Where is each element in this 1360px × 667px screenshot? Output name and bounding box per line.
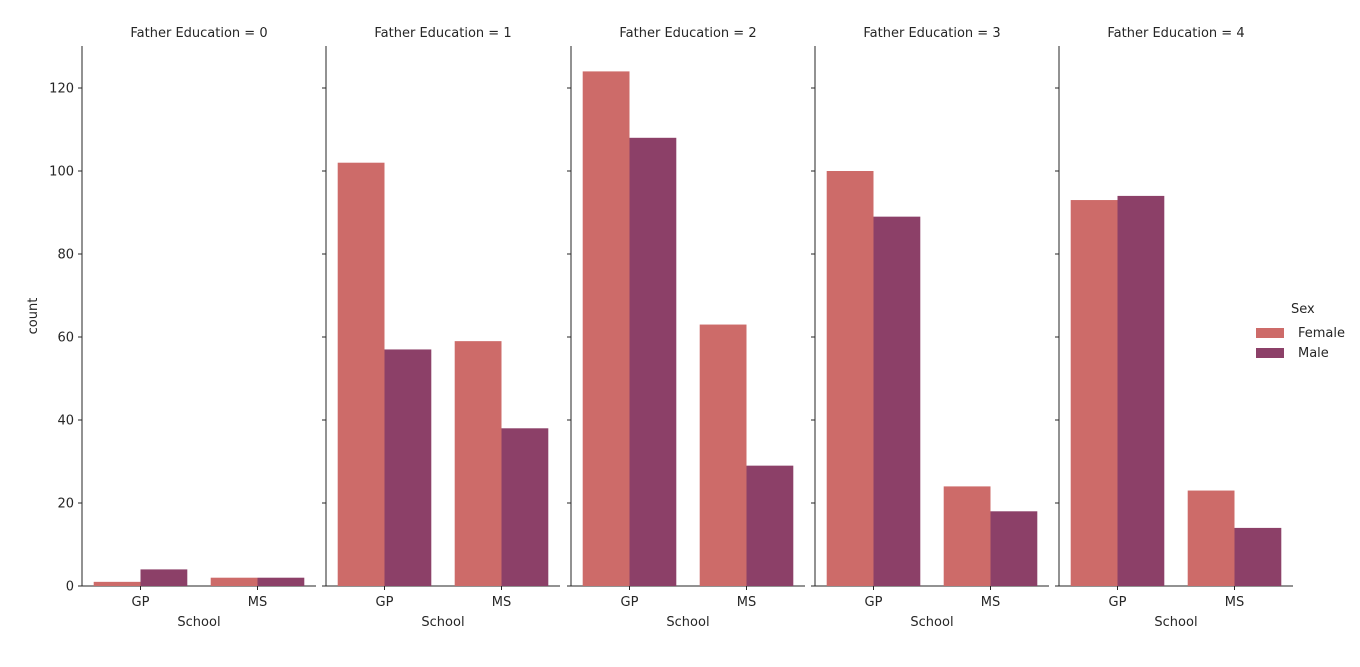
y-tick-label: 80 [57, 248, 74, 263]
x-axis-label: School [666, 615, 709, 630]
legend-item-female: Female [1256, 323, 1356, 343]
x-tick-label: GP [376, 595, 394, 610]
y-tick-label: 100 [49, 165, 74, 180]
bar-female-ms [943, 486, 991, 586]
bar-male-ms [257, 577, 305, 586]
bar-male-ms [746, 465, 794, 586]
x-tick-label: GP [865, 595, 883, 610]
bar-female-gp [826, 171, 874, 586]
facet-title: Father Education = 0 [130, 26, 267, 41]
legend-swatch-female [1256, 328, 1284, 338]
x-tick-label: GP [621, 595, 639, 610]
x-tick-label: MS [248, 595, 267, 610]
legend-label-male: Male [1298, 345, 1329, 361]
bar-female-gp [1070, 200, 1118, 587]
legend-label-female: Female [1298, 325, 1346, 341]
legend-swatch-male [1256, 348, 1284, 358]
legend-item-male: Male [1256, 343, 1356, 363]
bar-female-ms [1187, 490, 1235, 586]
bar-male-ms [990, 511, 1038, 586]
y-tick-label: 40 [57, 414, 74, 429]
bar-male-gp [629, 137, 677, 587]
bar-female-gp [582, 71, 630, 586]
x-axis-label: School [177, 615, 220, 630]
bar-male-gp [1117, 195, 1165, 586]
facet-title: Father Education = 4 [1107, 26, 1244, 41]
bar-male-gp [140, 569, 188, 586]
x-tick-label: MS [981, 595, 1000, 610]
x-tick-label: MS [1225, 595, 1244, 610]
x-axis-label: School [421, 615, 464, 630]
x-tick-label: MS [737, 595, 756, 610]
x-axis-label: School [1154, 615, 1197, 630]
facet-title: Father Education = 3 [863, 26, 1000, 41]
y-axis-label: count [26, 298, 41, 335]
legend-title: Sex [1291, 302, 1315, 317]
bar-male-ms [501, 428, 549, 586]
bar-male-ms [1234, 527, 1282, 586]
x-tick-label: GP [132, 595, 150, 610]
y-tick-label: 20 [57, 497, 74, 512]
facet-title: Father Education = 1 [374, 26, 511, 41]
bar-male-gp [873, 216, 921, 586]
bar-female-ms [699, 324, 747, 586]
x-axis-label: School [910, 615, 953, 630]
bar-female-gp [93, 581, 141, 586]
y-tick-label: 60 [57, 331, 74, 346]
bar-male-gp [384, 349, 432, 586]
bar-female-ms [454, 341, 502, 586]
x-tick-label: MS [492, 595, 511, 610]
bar-female-ms [210, 577, 258, 586]
y-tick-label: 120 [49, 82, 74, 97]
bar-female-gp [337, 162, 385, 586]
y-tick-label: 0 [66, 580, 74, 595]
x-tick-label: GP [1109, 595, 1127, 610]
facet-title: Father Education = 2 [619, 26, 756, 41]
legend: Sex Female Male [1256, 302, 1356, 363]
